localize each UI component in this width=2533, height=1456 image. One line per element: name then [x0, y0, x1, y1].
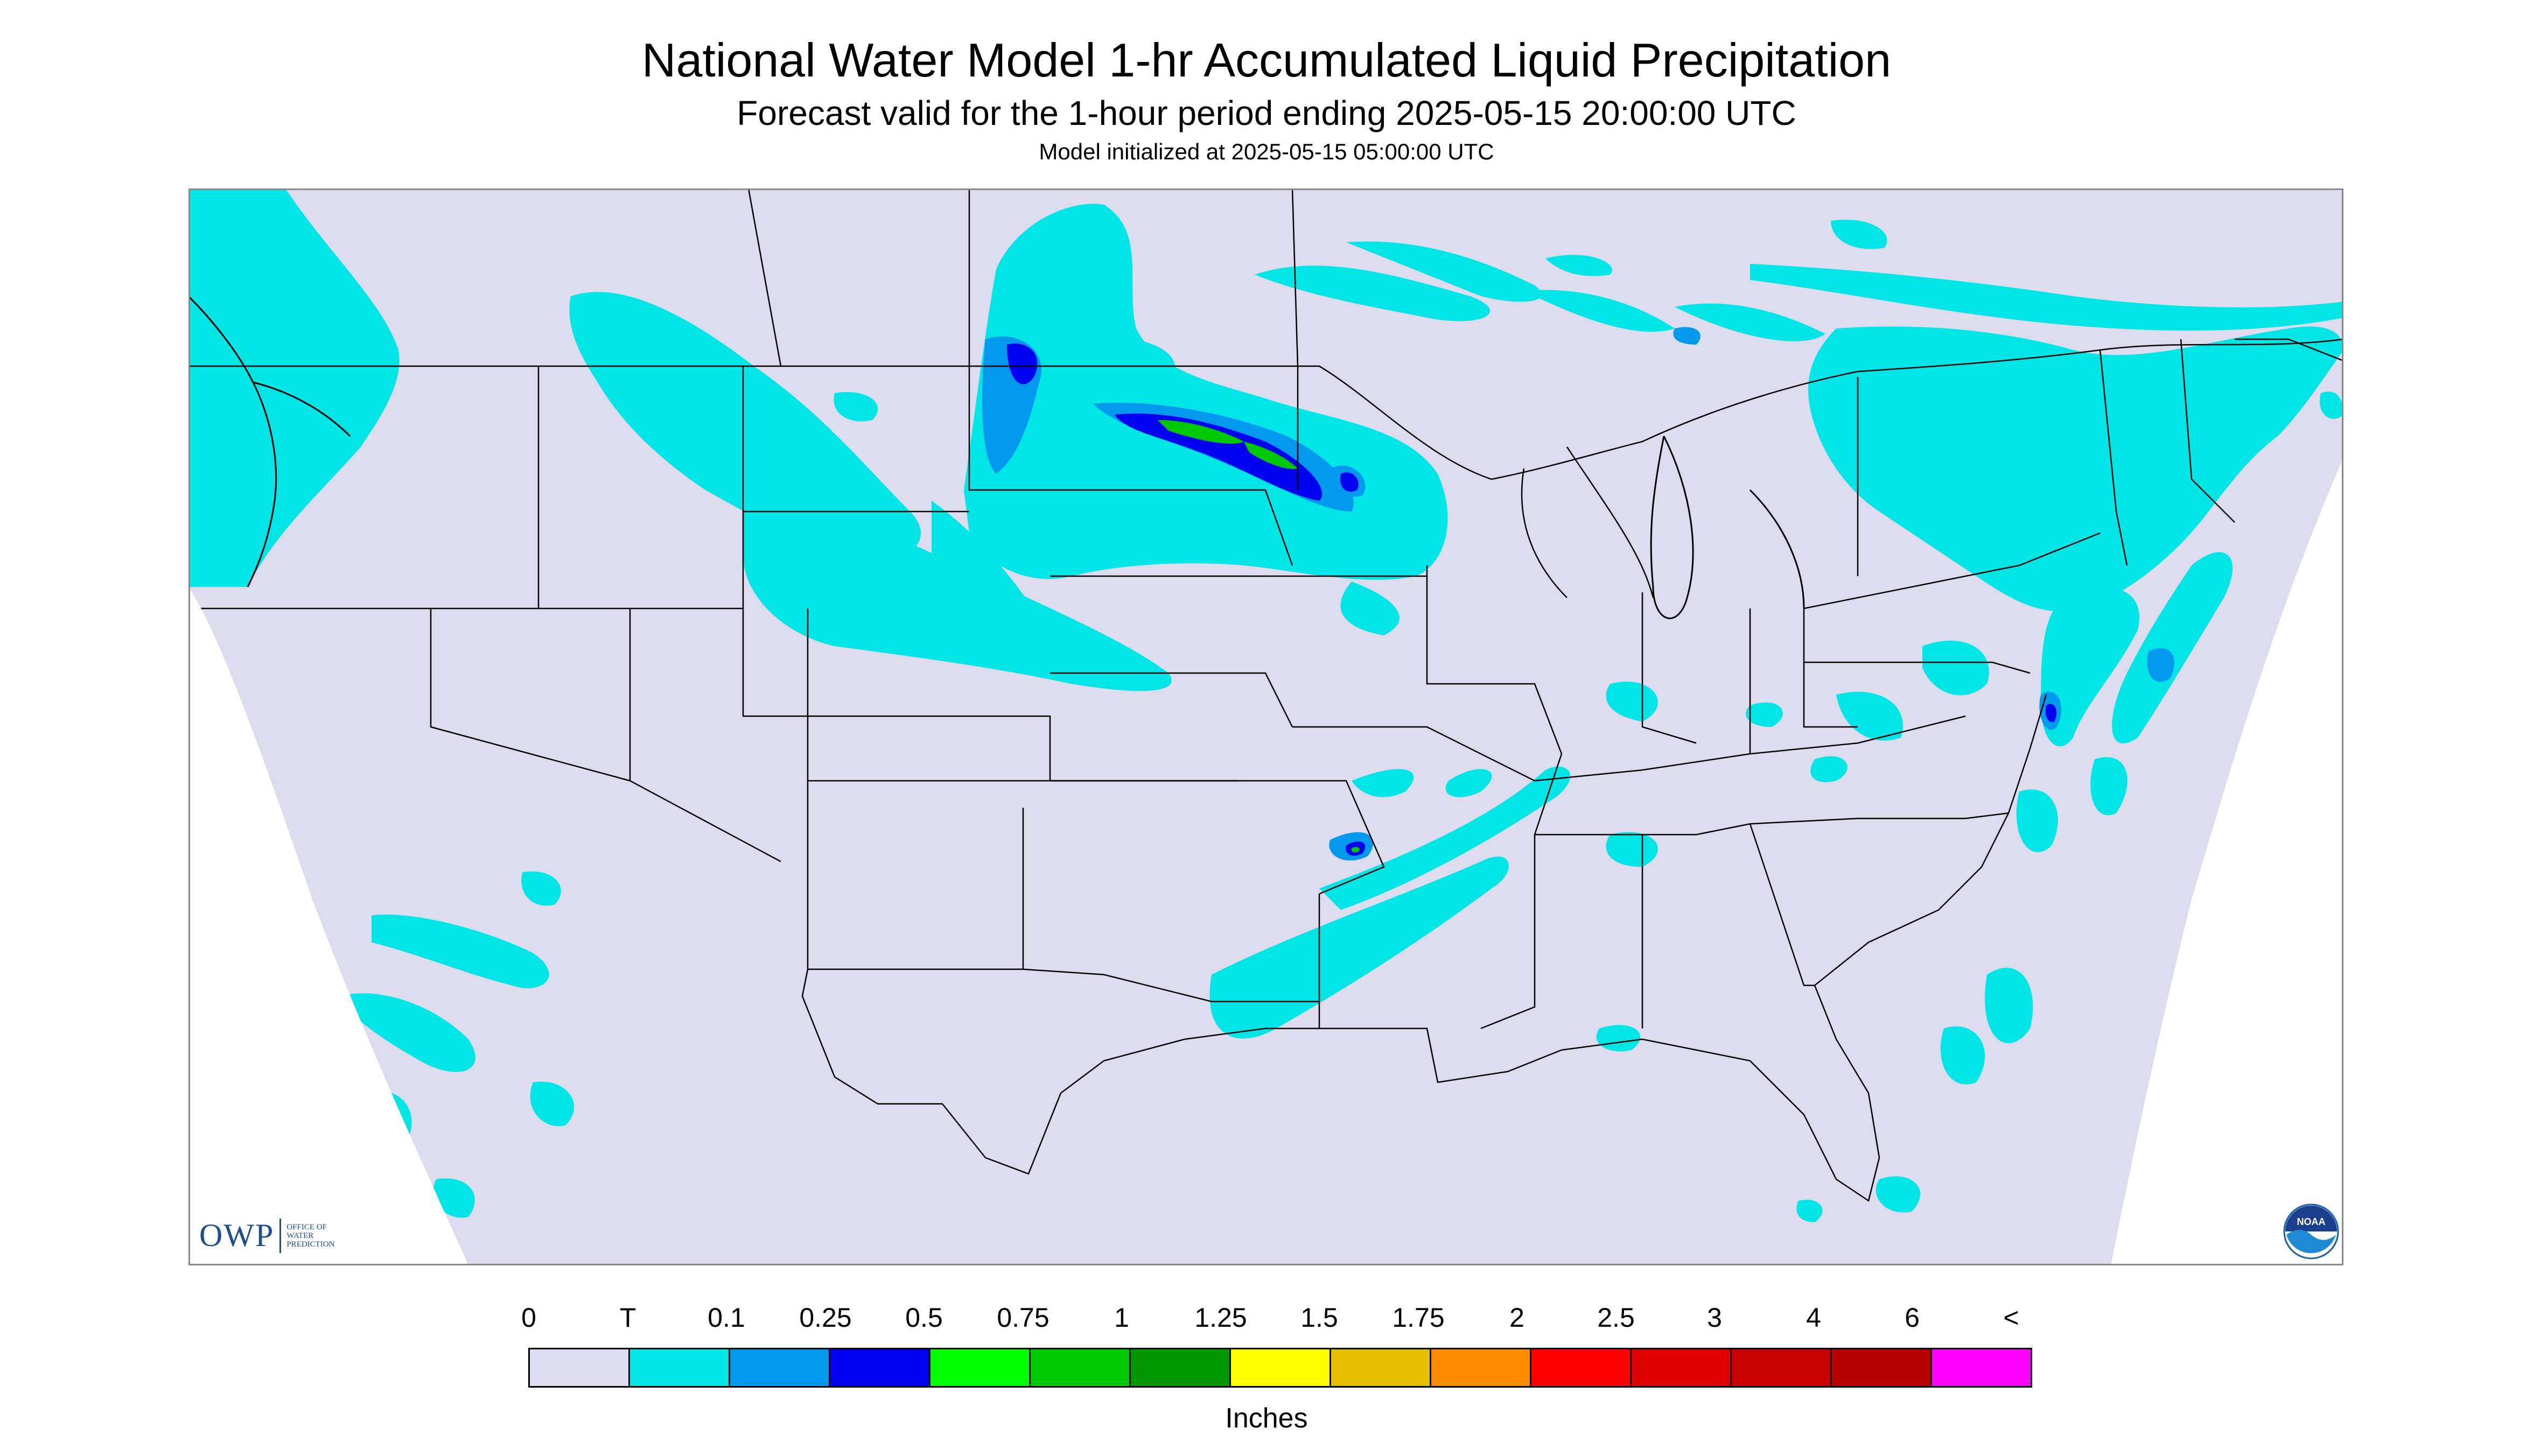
precip-areas-green: [1158, 420, 1360, 853]
legend-units: Inches: [1225, 1403, 1308, 1434]
legend-swatch: [1131, 1349, 1231, 1386]
legend-swatch: [1632, 1349, 1732, 1386]
legend-swatch: [930, 1349, 1031, 1386]
legend-swatch: [630, 1349, 730, 1386]
owp-logo-divider: [279, 1218, 282, 1253]
owp-logo-text: Office of Water Prediction: [286, 1222, 335, 1249]
legend-colorbar: [528, 1348, 2032, 1388]
legend-swatch: [1531, 1349, 1632, 1386]
owp-logo: OWP Office of Water Prediction: [199, 1217, 335, 1254]
owp-logo-mark: OWP: [199, 1217, 275, 1253]
legend-label: <: [2003, 1303, 2019, 1333]
precipitation-map: [188, 188, 2343, 1265]
legend-swatch: [1732, 1349, 1832, 1386]
precip-areas: [188, 188, 2343, 1222]
legend-swatch: [1832, 1349, 1932, 1386]
noaa-logo: NOAA: [2283, 1203, 2339, 1259]
legend-swatch: [1331, 1349, 1431, 1386]
map-title: National Water Model 1-hr Accumulated Li…: [641, 33, 1892, 87]
model-init-subtitle: Model initialized at 2025-05-15 05:00:00…: [1039, 139, 1494, 164]
legend-swatch: [1031, 1349, 1131, 1386]
precip-areas-blue: [1007, 344, 2057, 856]
legend-label: 6: [1905, 1303, 1920, 1333]
legend-swatch: [1231, 1349, 1331, 1386]
legend-swatch: [530, 1349, 630, 1386]
legend-label: 1.5: [1300, 1303, 1338, 1333]
legend-label: 4: [1806, 1303, 1821, 1333]
legend-swatch: [1932, 1349, 2031, 1386]
legend-label: 3: [1707, 1303, 1722, 1333]
legend-label: 1.75: [1392, 1303, 1445, 1333]
legend-label: 0.5: [905, 1303, 943, 1333]
legend-label: 2.5: [1597, 1303, 1635, 1333]
legend-label: 0.75: [997, 1303, 1049, 1333]
legend-labels: 0 T 0.1 0.25 0.5 0.75 1 1.25 1.5 1.75 2 …: [0, 1302, 2533, 1340]
legend-swatch: [1431, 1349, 1531, 1386]
legend-label: 1.25: [1194, 1303, 1247, 1333]
legend-label: T: [619, 1303, 636, 1333]
boundaries: [188, 188, 2343, 1202]
legend-label: 2: [1509, 1303, 1524, 1333]
legend-swatch: [830, 1349, 930, 1386]
legend-label: 0: [521, 1303, 536, 1333]
noaa-logo-text: NOAA: [2297, 1216, 2326, 1227]
legend-label: 0.1: [708, 1303, 745, 1333]
legend-label: 1: [1114, 1303, 1129, 1333]
legend-label: 0.25: [799, 1303, 852, 1333]
forecast-valid-subtitle: Forecast valid for the 1-hour period end…: [737, 94, 1796, 132]
coastline: [188, 295, 1805, 619]
legend-swatch: [730, 1349, 830, 1386]
